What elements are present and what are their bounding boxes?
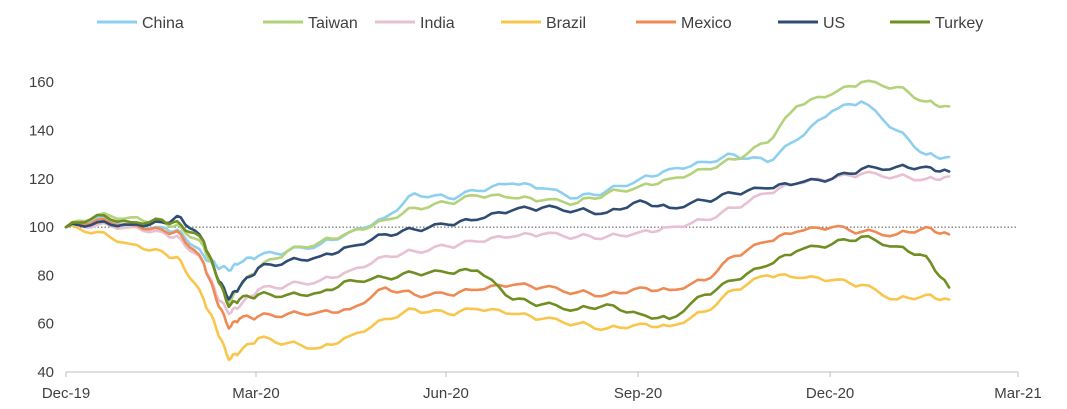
y-tick-label-140: 140: [29, 122, 54, 139]
series-line-brazil: [64, 224, 951, 362]
legend-label-china: China: [142, 15, 184, 32]
legend-label-us: US: [823, 15, 845, 32]
series-line-taiwan: [64, 79, 951, 306]
y-tick-label-40: 40: [37, 364, 54, 381]
y-tick-label-80: 80: [37, 267, 54, 284]
y-tick-label-160: 160: [29, 74, 54, 91]
x-tick-label-dec-19: Dec-19: [42, 385, 90, 402]
legend: China Taiwan India Brazil Mexico US Turkey: [97, 15, 983, 32]
series-line-mexico: [64, 217, 951, 330]
x-tick-label-jun-20: Jun-20: [423, 385, 469, 402]
plot-area: [64, 79, 951, 362]
x-tick-label-sep-20: Sep-20: [614, 385, 662, 402]
x-axis: Dec-19 Mar-20 Jun-20 Sep-20 Dec-20 Mar-21: [42, 371, 1042, 402]
y-tick-label-60: 60: [37, 316, 54, 333]
series-line-turkey: [64, 213, 951, 321]
legend-label-mexico: Mexico: [681, 15, 732, 32]
legend-label-brazil: Brazil: [546, 15, 586, 32]
y-tick-label-100: 100: [29, 219, 54, 236]
y-tick-label-120: 120: [29, 171, 54, 188]
legend-label-turkey: Turkey: [935, 15, 983, 32]
x-tick-label-dec-20: Dec-20: [806, 385, 854, 402]
series-line-china: [64, 100, 951, 272]
legend-label-taiwan: Taiwan: [308, 15, 358, 32]
x-tick-label-mar-21: Mar-21: [994, 385, 1042, 402]
legend-label-india: India: [420, 15, 455, 32]
x-tick-label-mar-20: Mar-20: [232, 385, 280, 402]
y-axis: 40 60 80 100 120 140 160: [29, 74, 54, 381]
series-line-india: [64, 170, 951, 316]
